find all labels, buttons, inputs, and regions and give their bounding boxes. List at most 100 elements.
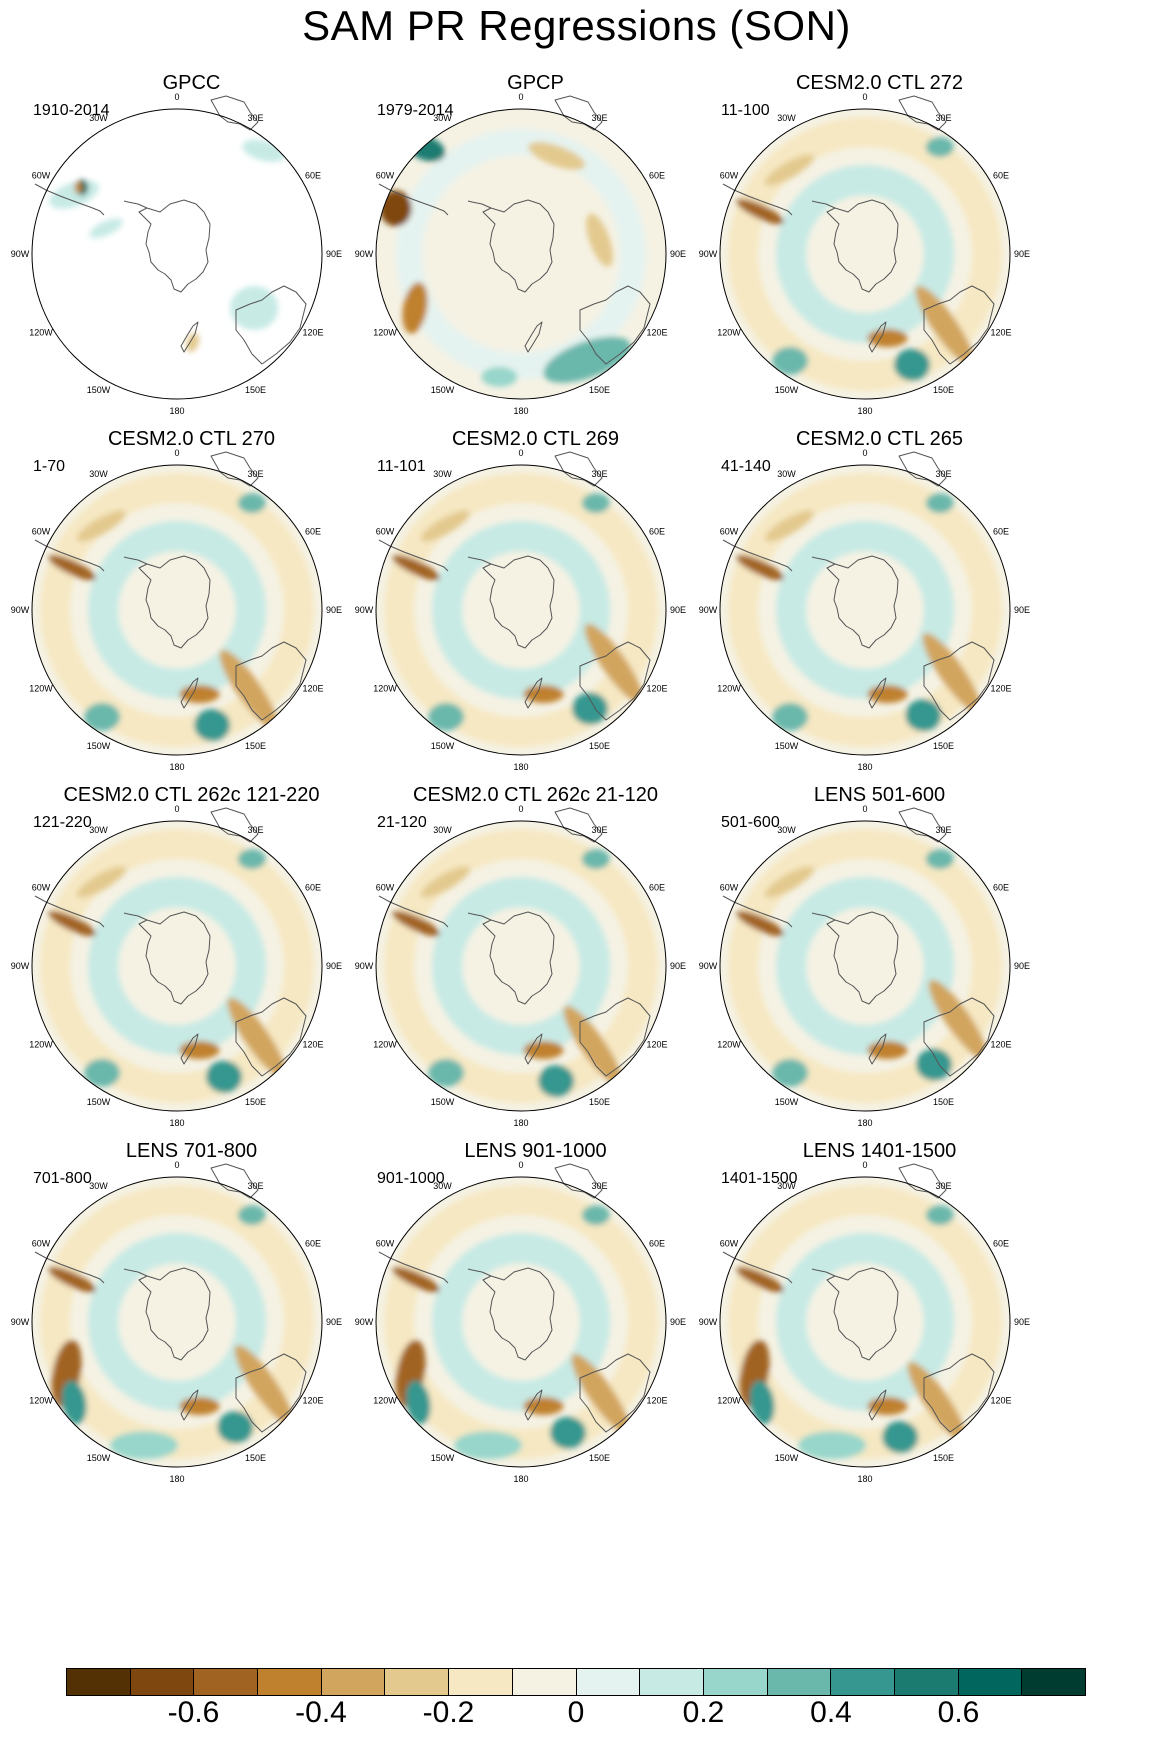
- wet-anomaly: [453, 1431, 522, 1460]
- panel-title: CESM2.0 CTL 270: [107, 428, 276, 450]
- longitude-label: 30E: [935, 1181, 951, 1191]
- longitude-label: 60E: [649, 171, 665, 181]
- wet-anomaly: [572, 692, 609, 725]
- longitude-label: 60W: [376, 527, 395, 537]
- longitude-label: 150W: [431, 741, 455, 751]
- dry-anomaly: [528, 141, 586, 170]
- period-label: 1-70: [33, 458, 66, 475]
- longitude-label: 0: [518, 1160, 523, 1170]
- map-panel: LENS 701-800 0 30E 60E 90E 120E 150E 180 150W 120…: [0, 1140, 383, 1535]
- dry-anomaly: [76, 510, 126, 542]
- regression-field: [376, 1177, 666, 1467]
- wet-anomaly: [749, 1380, 775, 1425]
- longitude-label: 180: [169, 406, 184, 416]
- wet-anomaly: [925, 493, 954, 514]
- longitude-label: 150W: [775, 1453, 799, 1463]
- wet-anomaly: [206, 1060, 243, 1093]
- longitude-label: 120W: [373, 1040, 397, 1050]
- colorbar-bin: [767, 1669, 832, 1695]
- longitude-label: 180: [513, 762, 528, 772]
- longitude-label: 150W: [87, 385, 111, 395]
- period-label: 11-100: [721, 102, 770, 119]
- longitude-label: 120E: [646, 1396, 667, 1406]
- regression-field: [32, 1177, 322, 1467]
- wet-anomaly: [550, 1416, 587, 1449]
- longitude-label: 180: [513, 406, 528, 416]
- colorbar-tick-label: 0.4: [810, 1696, 852, 1729]
- longitude-label: 30W: [89, 825, 108, 835]
- longitude-label: 150W: [87, 1097, 111, 1107]
- wet-anomaly: [194, 709, 231, 742]
- regression-field: [720, 109, 1010, 399]
- dry-anomaly: [584, 623, 644, 704]
- polar-map: 0 30E 60E 90E 120E 150E 180 150W 120W 90W 60W 30W: [11, 1160, 342, 1484]
- longitude-label: 30W: [89, 469, 108, 479]
- map-panel: GPCC 0 30E 60E 90E 120E 150E 180 150W 120W 90W 60W 3…: [0, 72, 383, 467]
- longitude-label: 0: [174, 92, 179, 102]
- map-panel: LENS 501-600 0 30E 60E 90E 120E 150E 180 150W 120…: [688, 784, 1071, 1179]
- regression-field: [720, 821, 1010, 1111]
- panel-title: LENS 501-600: [813, 784, 946, 806]
- longitude-label: 30E: [247, 825, 263, 835]
- coastlines: [378, 451, 651, 721]
- longitude-label: 90W: [699, 249, 718, 259]
- map-panel: CESM2.0 CTL 270 0 30E 60E 90E 120E 150E 180 150W…: [0, 428, 383, 823]
- longitude-label: 120W: [29, 1040, 53, 1050]
- longitude-label: 90E: [1014, 249, 1030, 259]
- polar-map: 0 30E 60E 90E 120E 150E 180 150W 120W 90W 60W 30W: [699, 804, 1030, 1128]
- longitude-label: 30E: [935, 825, 951, 835]
- longitude-label: 150E: [933, 741, 954, 751]
- longitude-label: 120W: [29, 684, 53, 694]
- longitude-label: 120W: [717, 328, 741, 338]
- longitude-label: 90E: [326, 961, 342, 971]
- colorbar-bin: [958, 1669, 1023, 1695]
- longitude-label: 120W: [29, 1396, 53, 1406]
- longitude-label: 0: [862, 92, 867, 102]
- dry-anomaly: [392, 910, 440, 937]
- longitude-label: 90E: [326, 249, 342, 259]
- dry-anomaly: [227, 997, 286, 1078]
- longitude-label: 60E: [305, 883, 321, 893]
- longitude-label: 180: [857, 1474, 872, 1484]
- longitude-label: 150E: [245, 1453, 266, 1463]
- colorbar-tick-label: -0.2: [422, 1696, 475, 1729]
- regression-field: [376, 821, 666, 1111]
- panel-title: CESM2.0 CTL 269: [451, 428, 620, 450]
- longitude-label: 150W: [431, 1097, 455, 1107]
- colorbar-bin: [703, 1669, 768, 1695]
- longitude-label: 60E: [305, 1239, 321, 1249]
- longitude-label: 90E: [326, 605, 342, 615]
- longitude-label: 120W: [717, 1396, 741, 1406]
- dry-anomaly: [563, 1005, 623, 1086]
- longitude-label: 60W: [32, 171, 51, 181]
- longitude-label: 90W: [355, 605, 374, 615]
- longitude-label: 60E: [649, 527, 665, 537]
- dry-anomaly: [392, 554, 440, 581]
- wet-anomaly: [916, 1048, 953, 1081]
- longitude-label: 0: [174, 804, 179, 814]
- panel-title: CESM2.0 CTL 262c 21-120: [413, 784, 658, 806]
- regression-field: [376, 109, 666, 399]
- longitude-label: 60W: [376, 1239, 395, 1249]
- map-panel: GPCP 0 30E 60E 90E 120E 150E 180 150W 120W 90W 60W 3…: [344, 72, 727, 467]
- longitude-label: 150W: [431, 1453, 455, 1463]
- longitude-label: 60W: [376, 883, 395, 893]
- regression-field: [32, 109, 322, 399]
- coastlines: [34, 1163, 307, 1433]
- longitude-label: 150E: [245, 741, 266, 751]
- wet-anomaly: [84, 702, 121, 731]
- colorbar-bin: [640, 1669, 704, 1695]
- dry-anomaly: [76, 866, 126, 898]
- coastlines: [378, 95, 651, 365]
- colorbar-tick-label: 0: [567, 1696, 585, 1729]
- longitude-label: 90E: [326, 1317, 342, 1327]
- longitude-label: 150W: [775, 385, 799, 395]
- dry-anomaly: [922, 633, 982, 713]
- dry-anomaly: [736, 1266, 784, 1293]
- longitude-label: 120E: [646, 684, 667, 694]
- polar-map: 0 30E 60E 90E 120E 150E 180 150W 120W 90W 60W 30W: [355, 1160, 686, 1484]
- colorbar-bin: [1022, 1669, 1085, 1695]
- polar-map: 0 30E 60E 90E 120E 150E 180 150W 120W 90W 60W 30W: [355, 804, 686, 1128]
- map-panel: CESM2.0 CTL 262c 21-120 0 30E 60E 90E 120E 150…: [344, 784, 727, 1179]
- map-panel: CESM2.0 CTL 272 0 30E 60E 90E 120E 150E 180 150W…: [688, 72, 1071, 467]
